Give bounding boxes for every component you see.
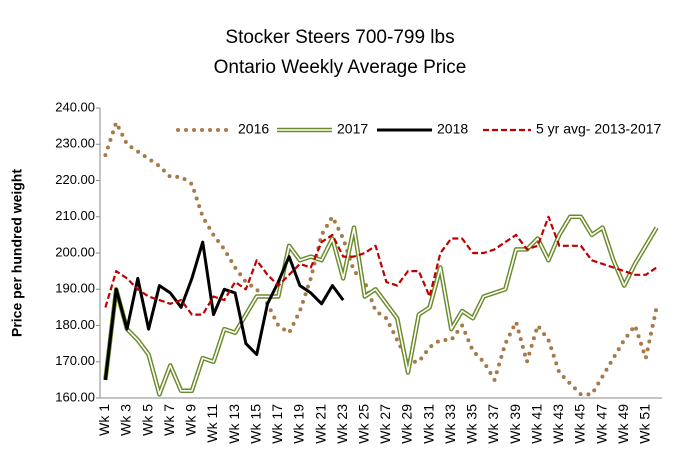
x-tick-label: Wk 13 — [226, 404, 242, 444]
y-tick-label: 210.00 — [55, 208, 95, 223]
x-tick-label: Wk 19 — [291, 404, 307, 444]
y-tick-label: 160.00 — [55, 389, 95, 404]
x-tick-label: Wk 37 — [485, 404, 501, 444]
legend-label: 2018 — [437, 121, 468, 137]
x-tick-label: Wk 49 — [615, 404, 631, 444]
y-tick-label: 180.00 — [55, 317, 95, 332]
series-line — [103, 120, 659, 397]
series-line — [104, 215, 658, 316]
x-tick-label: Wk 7 — [161, 404, 177, 436]
y-axis-label: Price per hundred weight — [9, 169, 25, 337]
x-tick-label: Wk 3 — [118, 404, 134, 436]
x-tick-label: Wk 15 — [247, 404, 263, 444]
x-tick-label: Wk 51 — [636, 404, 652, 444]
x-tick-label: Wk 11 — [204, 404, 220, 443]
legend-label: 2016 — [238, 121, 269, 137]
y-tick-label: 240.00 — [55, 99, 95, 114]
x-tick-label: Wk 27 — [377, 404, 393, 444]
y-tick-label: 170.00 — [55, 353, 95, 368]
x-tick-label: Wk 39 — [507, 404, 523, 444]
series-line-inner — [104, 216, 658, 396]
x-tick-label: Wk 5 — [139, 404, 155, 436]
x-tick-label: Wk 35 — [464, 404, 480, 444]
legend-label: 5 yr avg- 2013-2017 — [536, 121, 662, 137]
chart-subtitle: Ontario Weekly Average Price — [214, 57, 467, 78]
x-tick-label: Wk 9 — [183, 404, 199, 436]
y-tick-label: 230.00 — [55, 136, 95, 151]
x-tick-label: Wk 25 — [355, 404, 371, 444]
x-tick-label: Wk 17 — [269, 404, 285, 444]
y-tick-label: 200.00 — [55, 244, 95, 259]
series-line — [103, 240, 345, 381]
legend-label: 2017 — [337, 121, 368, 137]
x-tick-label: Wk 45 — [572, 404, 588, 444]
x-tick-label: Wk 47 — [593, 404, 609, 444]
x-tick-label: Wk 43 — [550, 404, 566, 444]
x-tick-label: Wk 33 — [442, 404, 458, 444]
x-tick-label: Wk 1 — [96, 404, 112, 436]
series-line — [103, 214, 659, 397]
y-tick-label: 220.00 — [55, 172, 95, 187]
x-tick-label: Wk 23 — [334, 404, 350, 444]
x-tick-label: Wk 29 — [399, 404, 415, 444]
x-tick-label: Wk 31 — [420, 404, 436, 444]
x-tick-label: Wk 21 — [312, 404, 328, 444]
chart-title: Stocker Steers 700-799 lbs — [225, 27, 454, 48]
y-tick-label: 190.00 — [55, 281, 95, 296]
x-tick-label: Wk 41 — [528, 404, 544, 444]
